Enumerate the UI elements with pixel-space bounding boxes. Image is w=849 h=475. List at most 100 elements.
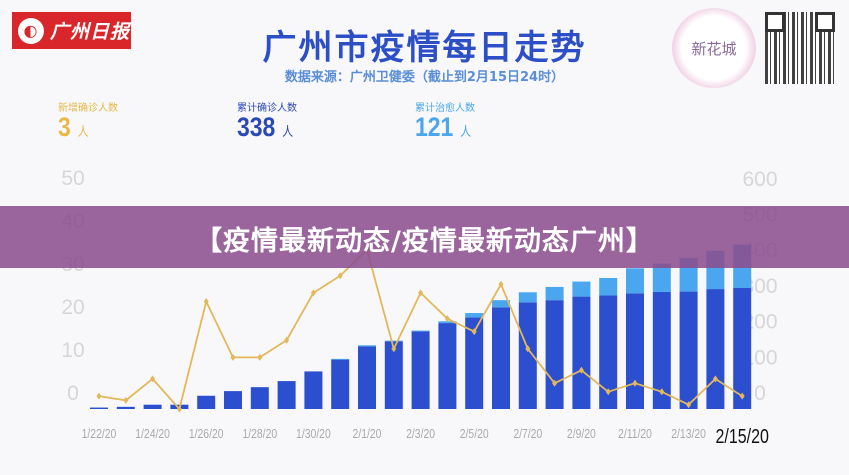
stat-total-number: 338 (237, 112, 276, 142)
new-cases-point (284, 336, 290, 344)
x-axis-tick: 1/28/20 (242, 427, 277, 441)
bar-confirmed (492, 307, 510, 409)
bar-cured (331, 358, 350, 360)
bar-confirmed (679, 291, 698, 409)
new-cases-point (391, 345, 397, 353)
page-title: 广州市疫情每日走势 (262, 28, 587, 68)
bar-confirmed (197, 395, 216, 409)
bar-cured (599, 277, 618, 296)
bar-cured (411, 330, 430, 332)
bar-confirmed (465, 317, 484, 409)
bar-cured (518, 292, 537, 303)
bar-confirmed (626, 293, 644, 409)
right-axis-tick: 200 (742, 311, 777, 334)
x-axis-tick: 2/1/20 (353, 427, 382, 441)
left-axis-tick: 10 (61, 339, 84, 362)
stat-total-value: 338 人 (237, 112, 293, 143)
new-cases-point (123, 396, 129, 404)
new-cases-point (96, 392, 102, 400)
new-cases-point (659, 388, 665, 396)
bar-confirmed (116, 406, 135, 409)
new-cases-point (739, 392, 745, 400)
bar-cured (572, 281, 591, 297)
headline-banner-text: 【疫情最新动态/疫情最新动态广州】 (195, 226, 654, 257)
new-cases-point (712, 375, 718, 383)
bar-confirmed (545, 300, 564, 409)
new-cases-point (525, 345, 531, 353)
new-cases-point (444, 315, 450, 323)
new-cases-point (150, 375, 156, 383)
stat-unit: 人 (460, 124, 472, 139)
stat-unit: 人 (77, 124, 89, 139)
bar-confirmed (572, 296, 591, 409)
x-axis-tick: 2/5/20 (460, 427, 489, 441)
right-axis-tick: 100 (742, 346, 777, 369)
x-axis-tick: 1/24/20 (135, 427, 170, 441)
bar-confirmed (652, 291, 671, 409)
new-cases-point (337, 272, 343, 280)
bar-confirmed (90, 407, 108, 409)
x-axis-tick: 2/13/20 (671, 427, 706, 441)
left-axis-tick: 0 (67, 382, 79, 405)
bar-confirmed (250, 387, 269, 409)
new-cases-point (230, 353, 236, 361)
x-axis-tick: 2/11/20 (618, 427, 652, 441)
new-cases-point (418, 289, 424, 297)
bar-confirmed (733, 287, 752, 409)
x-axis-tick: 2/15/20 (716, 425, 769, 447)
bar-cured (358, 345, 376, 347)
bar-confirmed (224, 391, 242, 409)
new-cases-point (257, 353, 263, 361)
guangzhou-daily-logo: ◐ 广州日报 (12, 12, 131, 49)
stat-total-label: 累计确诊人数 (237, 103, 297, 114)
new-cases-point (498, 280, 504, 288)
bar-cured (465, 313, 484, 318)
xinhuacheng-badge: 新花城 (672, 8, 756, 88)
badge-text: 新花城 (691, 39, 737, 58)
bar-confirmed (304, 371, 323, 409)
bar-cured (652, 263, 671, 292)
bar-confirmed (599, 295, 618, 409)
bar-confirmed (411, 331, 430, 409)
left-axis-tick: 20 (61, 296, 84, 319)
x-axis-tick: 1/26/20 (189, 427, 224, 441)
x-axis-tick: 1/30/20 (296, 427, 331, 441)
logo-text: 广州日报 (50, 21, 131, 43)
new-cases-point (552, 379, 558, 387)
stat-cured-label: 累计治愈人数 (415, 103, 475, 114)
headline-banner (0, 206, 849, 268)
stat-cured-number: 121 (415, 112, 454, 142)
bar-confirmed (358, 346, 376, 409)
new-cases-point (471, 328, 477, 336)
stat-unit: 人 (282, 124, 294, 139)
bar-cured (545, 286, 564, 301)
new-cases-point (176, 405, 182, 413)
logo-mark-icon: ◐ (18, 17, 44, 44)
x-axis-tick: 2/9/20 (567, 427, 596, 441)
bar-cured (492, 300, 510, 308)
bar-confirmed (384, 341, 403, 409)
bar-confirmed (331, 359, 350, 409)
new-cases-point (605, 388, 611, 396)
new-cases-point (686, 401, 692, 409)
bar-cured (384, 340, 403, 342)
stat-new-number: 3 (58, 112, 71, 142)
left-axis-tick: 50 (61, 167, 84, 190)
x-axis-tick: 1/22/20 (82, 427, 117, 441)
new-cases-point (203, 298, 209, 305)
new-cases-point (578, 366, 584, 374)
bar-cured (626, 268, 644, 294)
new-cases-point (632, 379, 638, 387)
bar-confirmed (143, 404, 162, 409)
new-cases-point (310, 289, 316, 297)
right-axis-tick: 0 (754, 382, 766, 405)
stat-cured-value: 121 人 (415, 112, 471, 143)
trend-chart: 0102030405001002003004005006001/22/201/2… (61, 167, 777, 447)
bar-confirmed (438, 323, 457, 409)
stat-new-label: 新增确诊人数 (58, 103, 118, 114)
right-axis-tick: 600 (742, 168, 777, 191)
bar-confirmed (277, 381, 296, 409)
x-axis-tick: 2/7/20 (513, 427, 542, 441)
x-axis-tick: 2/3/20 (406, 427, 435, 441)
